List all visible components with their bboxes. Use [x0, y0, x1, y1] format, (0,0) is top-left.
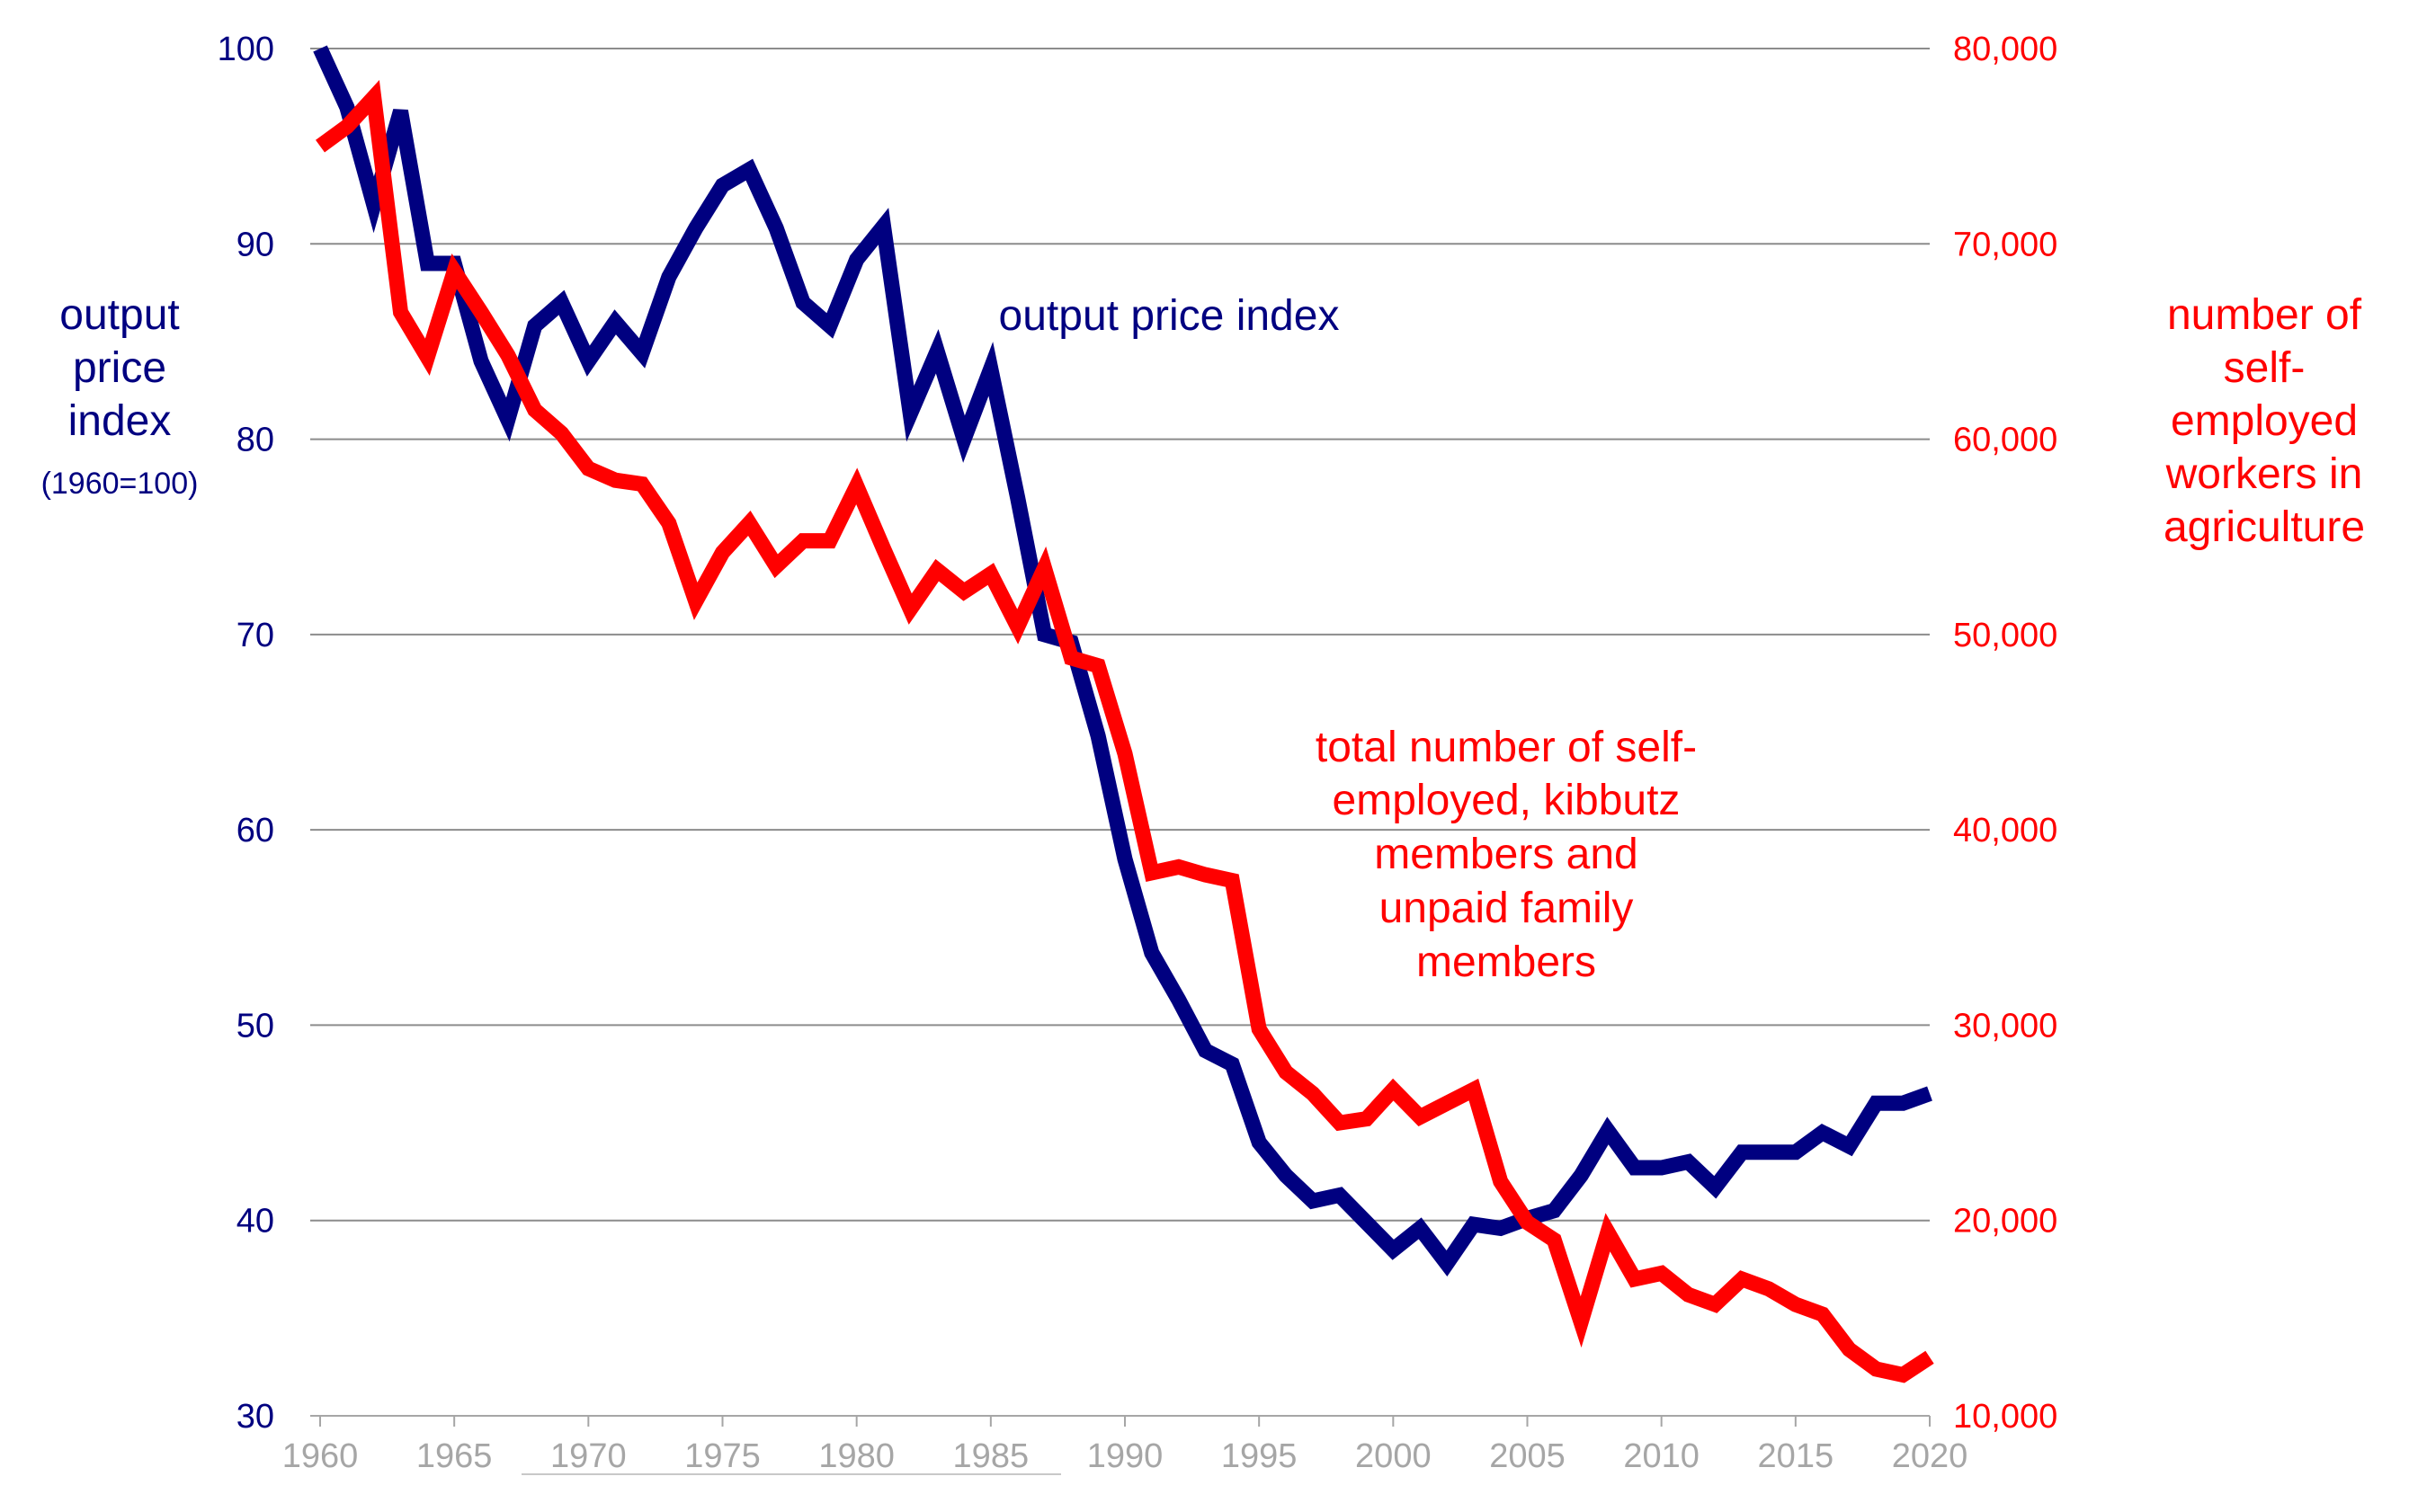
x-tick-label: 1970 — [550, 1437, 627, 1475]
right-tick-label: 10,000 — [1953, 1398, 2057, 1436]
right-axis-label-line: employed — [2171, 397, 2358, 445]
left-tick-label: 30 — [236, 1398, 274, 1436]
right-tick-label: 50,000 — [1953, 617, 2057, 654]
left-axis-label-line: index — [68, 397, 172, 445]
left-tick-label: 90 — [236, 226, 274, 263]
x-tick-label: 2015 — [1758, 1437, 1834, 1475]
x-tick-label: 1995 — [1221, 1437, 1298, 1475]
left-tick-label: 80 — [236, 422, 274, 459]
x-tick-label: 1960 — [282, 1437, 359, 1475]
right-axis-label-line: number of — [2167, 291, 2362, 339]
right-tick-label: 40,000 — [1953, 812, 2057, 849]
left-tick-label: 50 — [236, 1007, 274, 1045]
right-axis-ticks: 10,000 20,000 30,000 40,000 50,000 60,000 70,0… — [1953, 31, 2057, 1436]
right-axis-label-line: self- — [2224, 344, 2306, 392]
left-tick-label: 40 — [236, 1203, 274, 1241]
self-employed-annotation-line: employed, kibbutz — [1333, 777, 1681, 824]
left-tick-label: 70 — [236, 617, 274, 654]
self-employed-annotation-line: members — [1416, 938, 1596, 986]
self-employed-annotation-line: members and — [1374, 831, 1637, 878]
gridlines — [310, 48, 1930, 1417]
left-axis-sublabel: (1960=100) — [41, 467, 199, 501]
output-price-index-line — [313, 45, 1932, 1276]
x-tick-label: 1980 — [818, 1437, 895, 1475]
axis-and-series-labels: output price index (1960=100) number of self-… — [41, 291, 2365, 986]
left-axis-label-line: output — [59, 291, 179, 339]
right-tick-label: 20,000 — [1953, 1203, 2057, 1241]
left-axis-ticks: 30 40 50 60 70 80 90 100 — [218, 31, 274, 1436]
x-tick-label: 1990 — [1087, 1437, 1164, 1475]
x-axis-ticks: 1960 1965 1970 1975 1980 1985 1990 1995 2000 2005… — [282, 1416, 1968, 1475]
series-lines — [313, 45, 1934, 1383]
left-tick-label: 60 — [236, 812, 274, 849]
left-tick-label: 100 — [218, 31, 274, 68]
x-tick-label: 2005 — [1489, 1437, 1566, 1475]
right-tick-label: 70,000 — [1953, 226, 2057, 263]
x-tick-label: 2020 — [1892, 1437, 1968, 1475]
output-price-index-annotation: output price index — [999, 292, 1340, 340]
right-axis-label-line: workers in — [2165, 450, 2363, 498]
right-tick-label: 30,000 — [1953, 1007, 2057, 1045]
self-employed-annotation-line: unpaid family — [1379, 885, 1634, 932]
right-axis-label-line: agriculture — [2164, 503, 2365, 551]
self-employed-annotation-line: total number of self- — [1316, 724, 1697, 771]
x-tick-label: 2010 — [1623, 1437, 1700, 1475]
right-tick-label: 80,000 — [1953, 31, 2057, 68]
x-tick-label: 1965 — [416, 1437, 493, 1475]
x-tick-label: 1985 — [953, 1437, 1030, 1475]
left-axis-label-line: price — [73, 344, 166, 392]
right-tick-label: 60,000 — [1953, 422, 2057, 459]
x-tick-label: 1975 — [684, 1437, 761, 1475]
x-tick-label: 2000 — [1355, 1437, 1432, 1475]
self-employed-workers-line — [315, 80, 1934, 1383]
